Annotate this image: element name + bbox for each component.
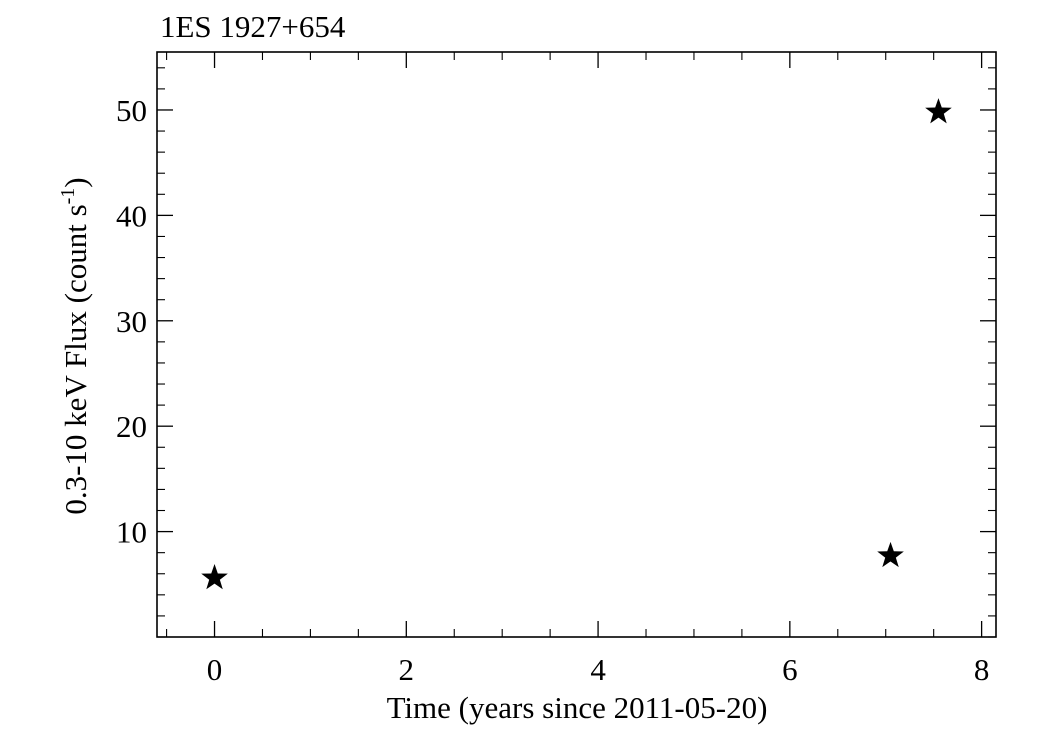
x-tick-label: 6 (782, 652, 798, 687)
y-tick-label: 40 (116, 198, 147, 233)
y-axis-title: 0.3-10 keV Flux (count s-1) (57, 177, 93, 514)
y-tick-label: 10 (116, 515, 147, 550)
data-markers (201, 98, 952, 590)
data-point-star (877, 541, 904, 568)
chart-title: 1ES 1927+654 (160, 9, 346, 44)
y-tick-label: 30 (116, 304, 147, 339)
tick-labels: 0 2 4 6 8 10 20 30 40 50 (116, 93, 989, 687)
axis-ticks (157, 52, 996, 638)
data-point-star (201, 563, 228, 590)
y-axis-title-closing: ) (58, 177, 93, 187)
x-tick-label: 4 (590, 652, 606, 687)
x-tick-label: 0 (207, 652, 223, 687)
plot-frame-border (156, 51, 997, 638)
y-tick-label: 20 (116, 409, 147, 444)
x-tick-label: 8 (974, 652, 990, 687)
x-tick-label: 2 (399, 652, 415, 687)
plot-frame (156, 51, 997, 638)
y-axis-title-superscript: -1 (57, 188, 79, 205)
y-tick-label: 50 (116, 93, 147, 128)
x-axis-title: Time (years since 2011-05-20) (387, 690, 768, 725)
y-axis-title-main: 0.3-10 keV Flux (count s (58, 204, 93, 514)
data-point-star (925, 98, 952, 124)
